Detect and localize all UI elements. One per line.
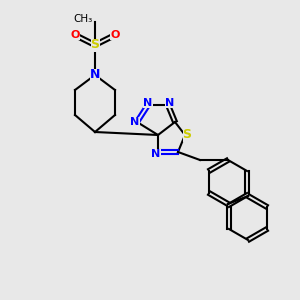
Text: O: O <box>70 30 80 40</box>
Text: S: S <box>91 38 100 52</box>
Text: CH₃: CH₃ <box>74 14 93 24</box>
Text: O: O <box>110 30 120 40</box>
Text: N: N <box>165 98 175 108</box>
Text: N: N <box>143 98 153 108</box>
Text: S: S <box>182 128 191 142</box>
Text: N: N <box>130 117 140 127</box>
Text: N: N <box>90 68 100 82</box>
Text: N: N <box>152 149 160 159</box>
